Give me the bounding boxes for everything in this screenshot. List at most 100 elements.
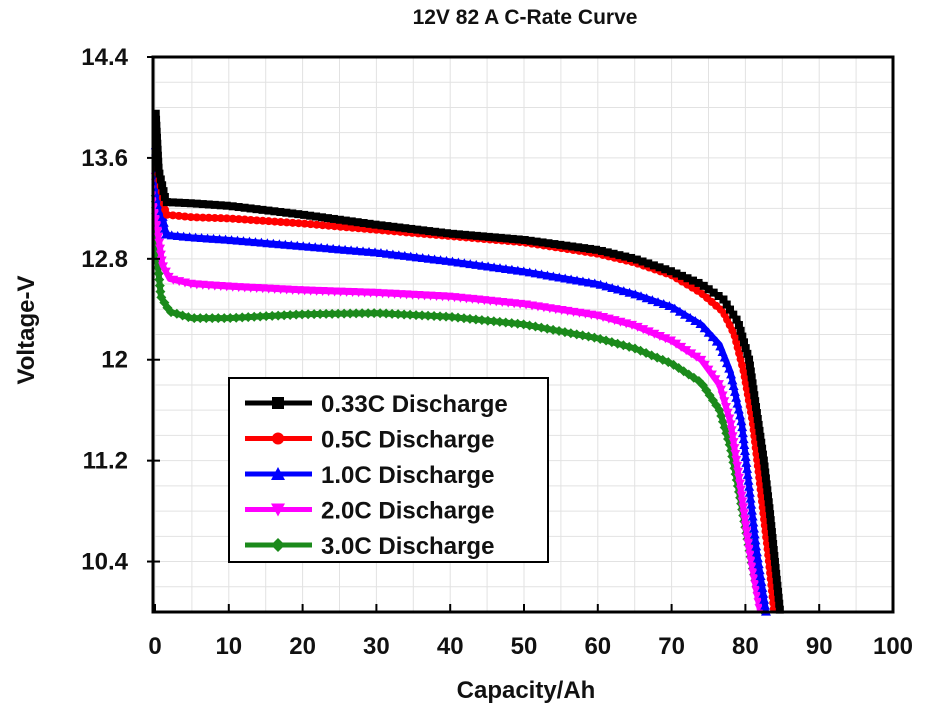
series-marker <box>330 222 339 231</box>
series-marker <box>286 240 297 250</box>
series-marker <box>737 428 748 438</box>
series-marker <box>724 414 735 424</box>
series-marker <box>306 211 315 220</box>
series-marker <box>352 245 363 255</box>
legend-marker <box>271 467 285 480</box>
y-tick-label: 10.4 <box>81 549 128 576</box>
series-marker <box>153 145 162 154</box>
series-marker <box>240 215 249 224</box>
series-marker <box>201 313 212 324</box>
series-marker <box>157 211 168 221</box>
series-marker <box>153 151 162 160</box>
series-marker <box>327 308 338 319</box>
series-marker <box>649 329 660 339</box>
series-marker <box>744 545 755 555</box>
series-marker <box>471 259 482 269</box>
series-marker <box>152 115 161 124</box>
series-marker <box>443 229 452 238</box>
series-marker <box>496 233 505 242</box>
series-marker <box>738 434 749 444</box>
y-tick-label: 12.8 <box>81 246 128 273</box>
series-marker <box>268 238 279 248</box>
series-marker <box>740 445 751 455</box>
series-marker <box>726 305 735 314</box>
series-marker <box>759 456 768 465</box>
series-marker <box>359 219 368 228</box>
series-marker <box>483 261 494 271</box>
series-marker <box>459 258 470 268</box>
series-marker <box>270 207 279 216</box>
series-marker <box>755 473 764 482</box>
series-marker <box>666 267 675 276</box>
series-marker <box>699 323 710 333</box>
series-marker <box>583 277 594 287</box>
series-marker <box>753 598 764 608</box>
series-marker <box>733 404 744 414</box>
series-marker <box>647 295 658 305</box>
series-marker <box>758 444 767 453</box>
series-marker <box>357 308 368 319</box>
series-marker <box>162 210 171 219</box>
series-marker <box>747 511 758 521</box>
y-axis-label: Voltage-V <box>13 276 40 385</box>
series-marker <box>707 332 718 342</box>
series-marker <box>690 315 701 325</box>
x-tick-label: 30 <box>363 633 390 660</box>
series-marker <box>747 562 758 572</box>
series-marker <box>749 523 760 533</box>
series-marker <box>740 521 751 531</box>
series-marker <box>246 215 255 224</box>
series-marker <box>760 462 769 471</box>
series-marker <box>216 214 225 223</box>
series-marker <box>632 322 643 332</box>
series-marker <box>401 224 410 233</box>
series-marker <box>766 516 775 525</box>
series-marker <box>530 268 541 278</box>
series-marker <box>768 534 777 543</box>
series-marker <box>727 432 738 442</box>
legend-marker <box>271 538 285 552</box>
series-marker <box>180 212 189 221</box>
series-marker <box>745 361 754 370</box>
series-marker <box>621 252 630 261</box>
series-marker <box>730 450 741 460</box>
series-marker <box>333 308 344 319</box>
series-marker <box>767 522 776 531</box>
series-marker <box>168 198 177 207</box>
series-marker <box>375 308 386 319</box>
legend-item: 0.33C Discharge <box>245 391 508 418</box>
series-marker <box>554 272 565 282</box>
series-marker <box>733 473 744 483</box>
series-marker <box>234 203 243 212</box>
series-marker <box>336 222 345 231</box>
series-marker <box>453 257 464 267</box>
series-marker <box>772 575 781 584</box>
series-marker <box>387 308 398 319</box>
series-marker <box>736 416 747 426</box>
legend-label: 2.0C Discharge <box>321 498 494 525</box>
series-marker <box>163 272 174 282</box>
series-marker <box>280 239 291 249</box>
series-marker <box>261 311 272 322</box>
series-marker <box>749 385 758 394</box>
series-marker <box>207 313 218 324</box>
series-marker <box>309 309 320 320</box>
series-marker <box>464 313 475 324</box>
series-marker <box>159 223 170 233</box>
series-marker <box>689 276 698 285</box>
series-marker <box>774 587 783 596</box>
series-marker <box>363 308 374 319</box>
series-marker <box>494 263 505 273</box>
series-marker <box>279 310 290 321</box>
y-axis-ticks: 14.4 13.6 12.8 12 11.2 10.4 <box>81 44 160 576</box>
series-marker <box>635 291 646 301</box>
series-marker <box>381 308 392 319</box>
series-marker <box>156 175 165 184</box>
series-marker <box>760 600 771 610</box>
series-marker <box>288 218 297 227</box>
legend-label: 0.33C Discharge <box>321 391 508 418</box>
series-marker <box>264 217 273 226</box>
series-marker <box>562 241 571 250</box>
series-marker <box>714 292 723 301</box>
series-marker <box>710 375 721 385</box>
